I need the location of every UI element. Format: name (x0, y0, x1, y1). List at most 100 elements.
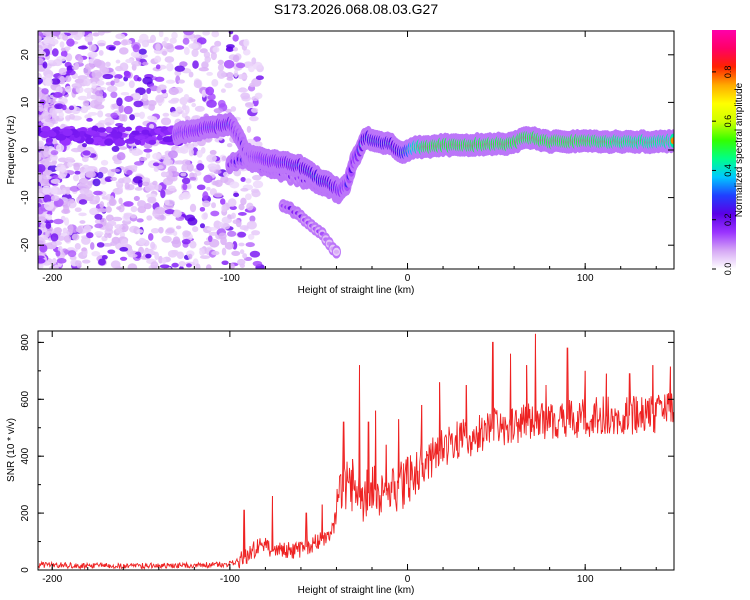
noise-point (189, 203, 197, 213)
noise-point (96, 86, 107, 91)
noise-point (164, 56, 175, 63)
noise-point (97, 208, 108, 213)
noise-point (154, 55, 162, 63)
noise-point (249, 250, 261, 258)
noise-point (156, 135, 163, 141)
noise-point (120, 91, 130, 96)
spectrogram-y-tick-label: 0 (20, 147, 31, 153)
noise-point (55, 250, 61, 257)
spectrogram-x-ticks: -200 -100 0 100 (42, 31, 657, 284)
noise-point (238, 242, 245, 247)
noise-point (99, 201, 105, 209)
noise-point (245, 242, 255, 248)
noise-point (251, 230, 261, 236)
noise-point (39, 244, 48, 253)
noise-point (202, 191, 209, 200)
noise-point (134, 139, 142, 146)
noise-point (213, 107, 224, 114)
noise-point (65, 85, 72, 93)
noise-point (139, 33, 149, 42)
noise-point (74, 62, 80, 70)
noise-point (101, 66, 110, 74)
noise-point (105, 214, 114, 222)
noise-point (231, 250, 241, 256)
noise-point (162, 177, 174, 186)
noise-point (116, 206, 122, 210)
noise-point (111, 145, 120, 153)
snr-series (38, 333, 674, 570)
noise-point (240, 177, 246, 182)
noise-point (62, 227, 68, 234)
noise-point (147, 196, 157, 204)
spectrogram-y-ticks: -20 -10 0 10 20 (20, 30, 674, 270)
noise-point (237, 73, 248, 80)
noise-point (183, 31, 194, 36)
noise-point (249, 82, 256, 88)
noise-point (144, 184, 153, 192)
noise-point (92, 178, 101, 187)
chart-title: S173.2026.068.08.03.G27 (274, 1, 438, 17)
noise-point (118, 104, 124, 113)
colorbar-label: Normalized spectral amplitude (734, 82, 745, 217)
noise-point (237, 88, 249, 93)
noise-point (170, 240, 180, 244)
noise-point (77, 45, 88, 50)
noise-point (43, 194, 52, 204)
noise-point (113, 40, 121, 46)
noise-point (251, 174, 262, 181)
noise-point (108, 46, 116, 51)
noise-point (244, 102, 255, 108)
noise-point (162, 112, 170, 117)
noise-point (104, 176, 113, 183)
noise-point (82, 150, 91, 156)
noise-point (221, 204, 227, 213)
noise-point (67, 250, 77, 258)
noise-point (242, 48, 251, 56)
spectrogram-x-label: Height of straight line (km) (298, 285, 415, 296)
noise-point (43, 157, 52, 162)
noise-point (79, 188, 89, 195)
noise-point (189, 240, 197, 249)
noise-point (50, 195, 60, 202)
noise-point (96, 242, 105, 248)
noise-point (65, 53, 73, 62)
snr-x-tick-label: 100 (577, 574, 594, 585)
noise-point (55, 143, 65, 153)
noise-point (50, 150, 59, 156)
spectrogram-y-tick-label: -20 (20, 238, 31, 253)
noise-point (74, 170, 81, 175)
noise-point (72, 174, 80, 182)
noise-point (214, 40, 222, 47)
noise-point (163, 36, 169, 42)
noise-point (71, 233, 80, 241)
noise-point (207, 163, 218, 170)
noise-point (165, 79, 176, 84)
noise-point (104, 232, 109, 239)
noise-point (203, 240, 211, 246)
noise-point (50, 178, 61, 184)
noise-point (96, 80, 105, 86)
noise-point (110, 80, 115, 86)
noise-point (50, 233, 59, 242)
noise-point (142, 61, 149, 66)
noise-point (123, 212, 133, 217)
noise-point (114, 138, 126, 147)
noise-point (125, 58, 134, 64)
noise-point (158, 226, 164, 234)
noise-point (192, 60, 199, 69)
colorbar-tick-label: 0.8 (723, 66, 733, 79)
noise-point (220, 175, 229, 183)
noise-point (112, 133, 122, 139)
noise-point (87, 51, 98, 58)
noise-point (211, 202, 216, 209)
noise-point (102, 243, 113, 247)
noise-point (133, 161, 144, 166)
noise-point (155, 64, 161, 70)
noise-point (169, 37, 177, 44)
noise-point (216, 70, 226, 79)
noise-point (91, 251, 101, 257)
noise-point (71, 82, 83, 89)
noise-point (212, 46, 220, 53)
noise-point (181, 177, 191, 185)
noise-point (77, 31, 85, 38)
